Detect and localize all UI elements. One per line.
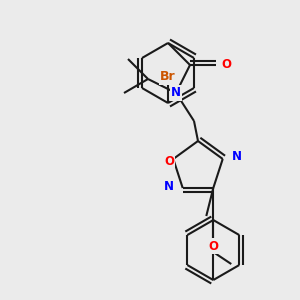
- Text: O: O: [208, 239, 218, 253]
- Text: N: N: [164, 179, 174, 193]
- Text: N: N: [232, 151, 242, 164]
- Text: O: O: [164, 155, 174, 169]
- Text: N: N: [171, 86, 181, 100]
- Text: Br: Br: [160, 70, 176, 83]
- Text: O: O: [221, 58, 231, 71]
